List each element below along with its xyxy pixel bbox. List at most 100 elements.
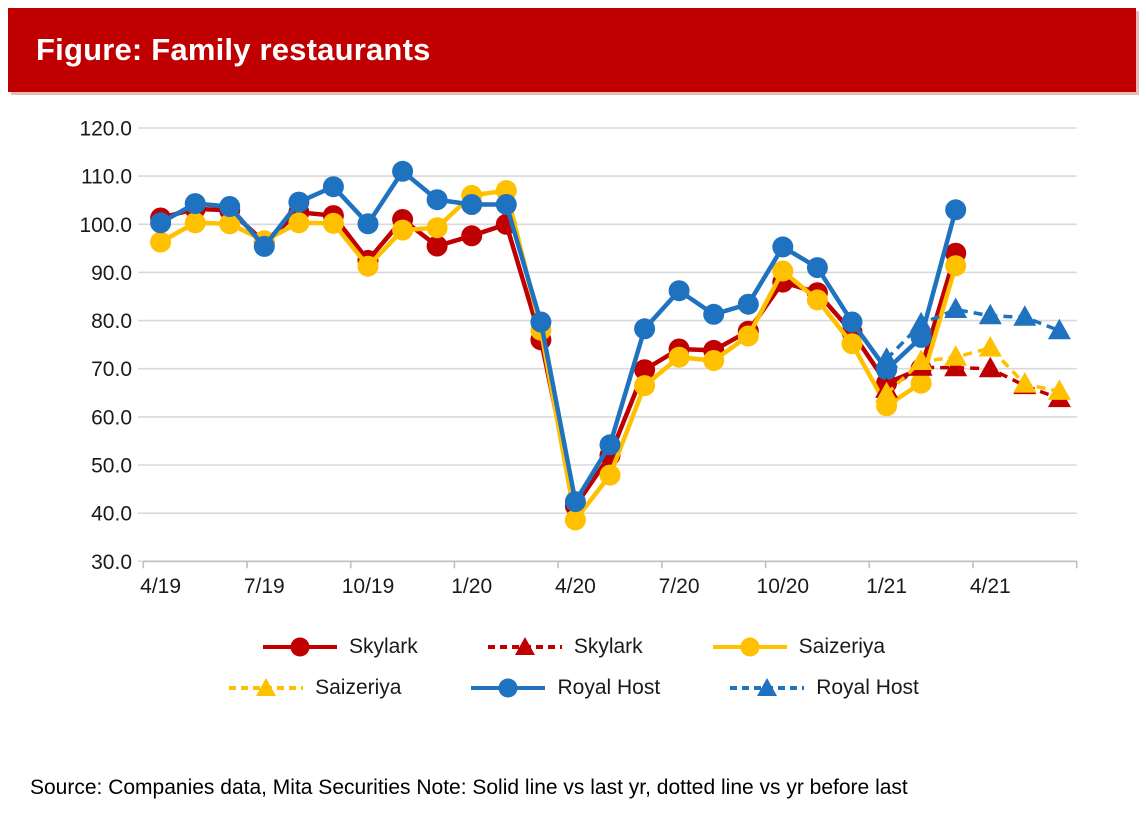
legend-row: Saizeriya Royal Host Royal Host: [227, 675, 919, 701]
svg-text:110.0: 110.0: [81, 166, 132, 189]
data-point: [357, 255, 379, 277]
svg-text:100.0: 100.0: [79, 214, 132, 237]
data-point: [909, 311, 933, 333]
data-point: [461, 194, 483, 215]
legend-marker-circle: [712, 637, 787, 657]
data-point: [737, 293, 759, 315]
chart-legend: Skylark Skylark Saizeriya Saizeriya Royal Ho…: [0, 634, 1146, 701]
data-point: [634, 375, 656, 397]
legend-marker-circle: [471, 678, 546, 698]
svg-text:7/20: 7/20: [659, 575, 700, 598]
legend-item-royal-host-dashed: Royal Host: [728, 675, 919, 701]
data-point: [392, 160, 414, 182]
data-point: [564, 491, 586, 513]
legend-label: Skylark: [348, 635, 418, 658]
data-point: [841, 311, 863, 333]
legend-row: Skylark Skylark Saizeriya: [261, 634, 885, 660]
svg-text:1/20: 1/20: [451, 575, 492, 598]
data-point: [150, 231, 172, 253]
data-point: [944, 297, 968, 318]
data-point: [668, 280, 690, 302]
data-point: [978, 356, 1002, 378]
data-point: [945, 199, 967, 221]
legend-item-skylark-dashed: Skylark: [486, 634, 643, 660]
data-point: [1047, 379, 1071, 400]
data-point: [495, 194, 517, 215]
data-point: [184, 193, 206, 215]
legend-marker-triangle: [730, 678, 805, 696]
data-point: [944, 345, 968, 366]
data-point: [392, 219, 414, 241]
series-skylark-dashed: [875, 355, 1071, 408]
data-point: [357, 213, 379, 235]
series-royal-host-solid: [150, 160, 967, 513]
data-point: [703, 350, 725, 371]
data-point: [219, 213, 241, 235]
data-point: [875, 381, 899, 403]
svg-text:7/19: 7/19: [244, 575, 285, 598]
x-axis: [142, 560, 1078, 569]
svg-text:120.0: 120.0: [79, 118, 132, 141]
data-point: [668, 346, 690, 368]
legend-marker-triangle: [229, 678, 304, 696]
data-point: [634, 359, 656, 381]
svg-text:1/21: 1/21: [866, 575, 907, 598]
data-point: [150, 212, 172, 234]
legend-item-saizeriya-solid: Saizeriya: [711, 634, 885, 660]
legend-item-saizeriya-dashed: Saizeriya: [227, 675, 401, 701]
figure-title: Figure: Family restaurants: [36, 32, 431, 67]
svg-text:80.0: 80.0: [91, 310, 132, 333]
data-point: [944, 355, 968, 377]
data-point: [806, 257, 828, 279]
data-point: [978, 303, 1002, 325]
svg-text:4/19: 4/19: [140, 575, 181, 598]
data-point: [634, 318, 656, 340]
legend-item-royal-host-solid: Royal Host: [469, 675, 660, 701]
data-point: [737, 325, 759, 347]
y-axis-labels: 120.0 110.0 100.0 90.0 80.0 70.0 60.0 50.0 40.0 3…: [79, 118, 132, 574]
legend-marker-triangle: [487, 637, 562, 655]
data-point: [772, 236, 794, 258]
gridlines: [138, 127, 1077, 563]
x-axis-labels: 4/19 7/19 10/19 1/20 4/20 7/20 10/20 1/21 4/21: [140, 575, 1011, 598]
legend-marker-circle: [262, 637, 337, 657]
svg-text:70.0: 70.0: [91, 358, 132, 381]
legend-item-skylark-solid: Skylark: [261, 634, 418, 660]
svg-text:40.0: 40.0: [91, 503, 132, 526]
data-point: [945, 255, 967, 277]
data-point: [703, 303, 725, 325]
data-point: [875, 347, 899, 368]
series-royal-host-dashed: [875, 297, 1071, 368]
data-point: [322, 212, 344, 234]
data-point: [426, 235, 448, 257]
data-point: [909, 349, 933, 370]
data-point: [253, 235, 275, 257]
series-saizeriya-dashed: [875, 336, 1071, 403]
data-point: [184, 212, 206, 234]
legend-label: Saizeriya: [315, 676, 402, 699]
svg-text:10/20: 10/20: [757, 575, 810, 598]
data-point: [288, 212, 310, 234]
svg-text:4/20: 4/20: [555, 575, 596, 598]
svg-text:50.0: 50.0: [91, 455, 132, 478]
svg-text:4/21: 4/21: [970, 575, 1011, 598]
svg-text:90.0: 90.0: [91, 262, 132, 285]
data-point: [564, 509, 586, 531]
data-point: [1013, 372, 1037, 393]
svg-text:30.0: 30.0: [91, 551, 132, 574]
legend-label: Royal Host: [557, 676, 661, 699]
source-note: Source: Companies data, Mita Securities …: [30, 776, 908, 799]
legend-label: Saizeriya: [798, 635, 886, 658]
legend-label: Skylark: [573, 635, 643, 658]
svg-text:60.0: 60.0: [91, 406, 132, 429]
data-point: [910, 372, 932, 394]
data-point: [806, 289, 828, 311]
data-point: [426, 189, 448, 211]
data-point: [426, 217, 448, 239]
data-point: [530, 311, 552, 333]
data-point: [219, 196, 241, 217]
data-point: [772, 260, 794, 282]
data-point: [322, 176, 344, 198]
data-point: [599, 434, 621, 456]
